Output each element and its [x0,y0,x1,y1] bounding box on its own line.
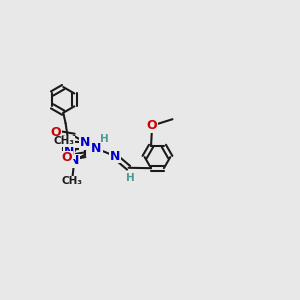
Text: O: O [61,152,72,164]
Text: H: H [100,134,109,144]
Text: CH₃: CH₃ [53,136,74,146]
Text: N: N [91,142,102,155]
Text: N: N [80,136,90,149]
Text: O: O [51,126,61,140]
Text: N: N [64,145,74,158]
Text: CH₃: CH₃ [61,176,82,186]
Text: N: N [64,139,74,152]
Text: O: O [147,119,158,132]
Text: H: H [126,173,134,183]
Text: N: N [69,154,80,167]
Text: N: N [110,149,120,163]
